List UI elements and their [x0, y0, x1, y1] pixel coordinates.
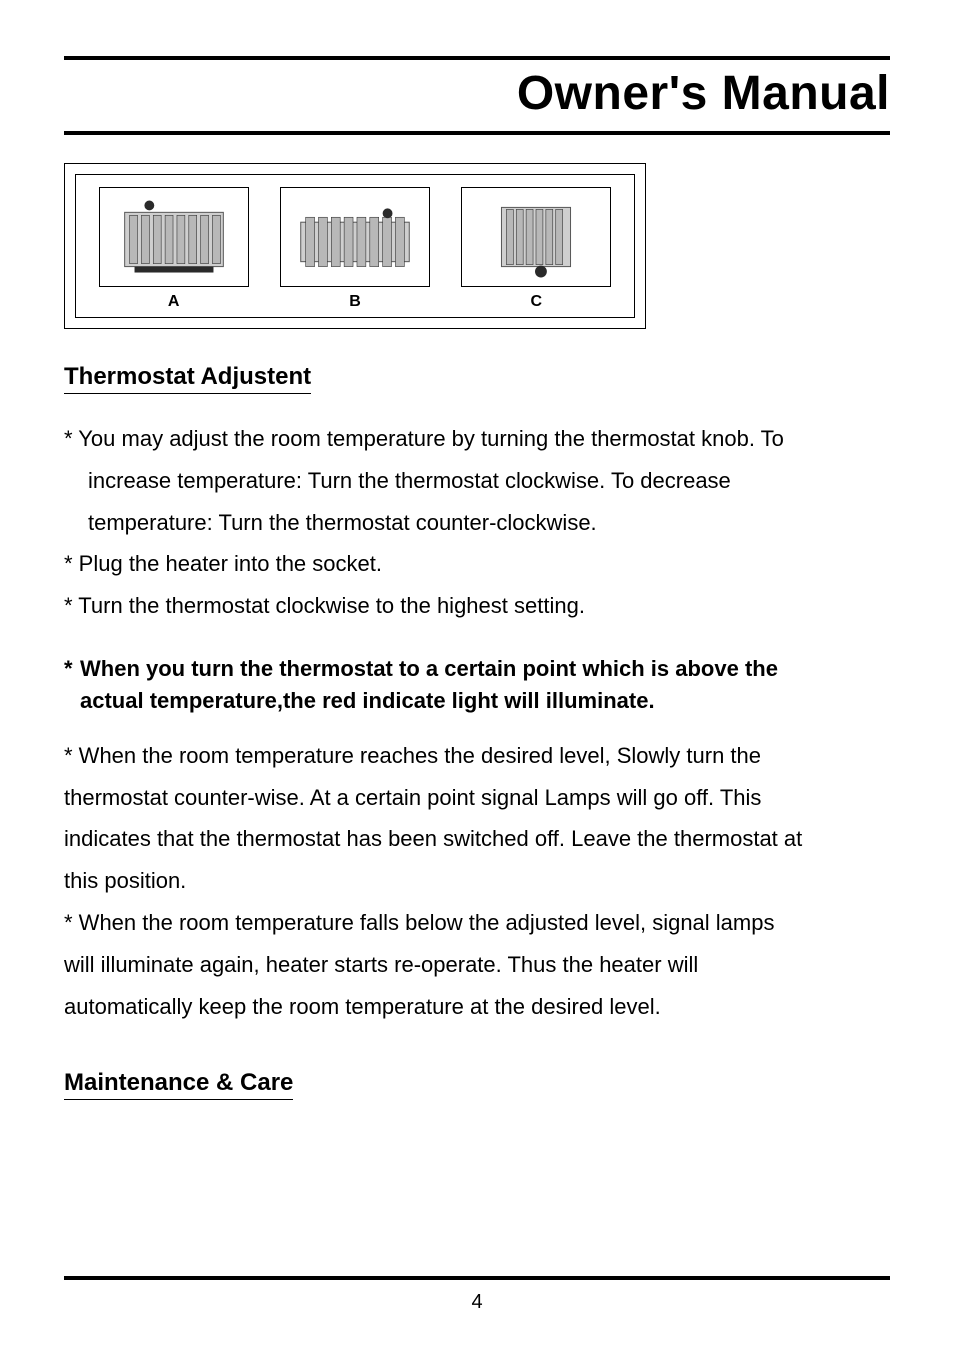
heading-thermostat: Thermostat Adjustent [64, 363, 311, 394]
paragraph-line: will illuminate again, heater starts re-… [64, 944, 890, 986]
figure-image-b [280, 187, 430, 287]
figure-inner-frame: A B [75, 174, 635, 318]
section-thermostat: Thermostat Adjustent * You may adjust th… [64, 329, 890, 1027]
figure-column-c: C [453, 187, 620, 311]
figure-column-a: A [90, 187, 257, 311]
paragraph-line: temperature: Turn the thermostat counter… [64, 502, 890, 544]
paragraph-line: indicates that the thermostat has been s… [64, 818, 890, 860]
page-number: 4 [0, 1291, 954, 1314]
paragraph-line: * Plug the heater into the socket. [64, 543, 890, 585]
figure-image-c [461, 187, 611, 287]
paragraph-line: this position. [64, 860, 890, 902]
page: Owner's Manual [0, 0, 954, 1350]
radiator-icon [462, 187, 610, 287]
radiator-icon [281, 187, 429, 287]
paragraph-line: * You may adjust the room temperature by… [64, 418, 890, 460]
footer-rule [64, 1276, 890, 1280]
figure-label-a: A [168, 293, 180, 311]
body-text-block: * You may adjust the room temperature by… [64, 418, 890, 1027]
bold-callout: * When you turn the thermostat to a cert… [64, 653, 890, 717]
paragraph-line: increase temperature: Turn the thermosta… [64, 460, 890, 502]
heading-maintenance: Maintenance & Care [64, 1069, 293, 1100]
figure-outer-frame: A B [64, 163, 646, 329]
bold-line: When you turn the thermostat to a certai… [80, 653, 778, 685]
paragraph-line: thermostat counter-wise. At a certain po… [64, 777, 890, 819]
paragraph-line: * When the room temperature reaches the … [64, 735, 890, 777]
figure-label-c: C [531, 293, 543, 311]
radiator-icon [100, 187, 248, 287]
figure-column-b: B [271, 187, 438, 311]
figure-image-a [99, 187, 249, 287]
section-maintenance: Maintenance & Care [64, 1027, 890, 1124]
figure-label-b: B [349, 293, 361, 311]
paragraph-line: * When the room temperature falls below … [64, 902, 890, 944]
document-title: Owner's Manual [64, 66, 890, 121]
bold-line: actual temperature,the red indicate ligh… [80, 685, 778, 717]
title-block: Owner's Manual [64, 56, 890, 135]
paragraph-line: * Turn the thermostat clockwise to the h… [64, 585, 890, 627]
paragraph-line: automatically keep the room temperature … [64, 986, 890, 1028]
asterisk: * [64, 653, 80, 717]
